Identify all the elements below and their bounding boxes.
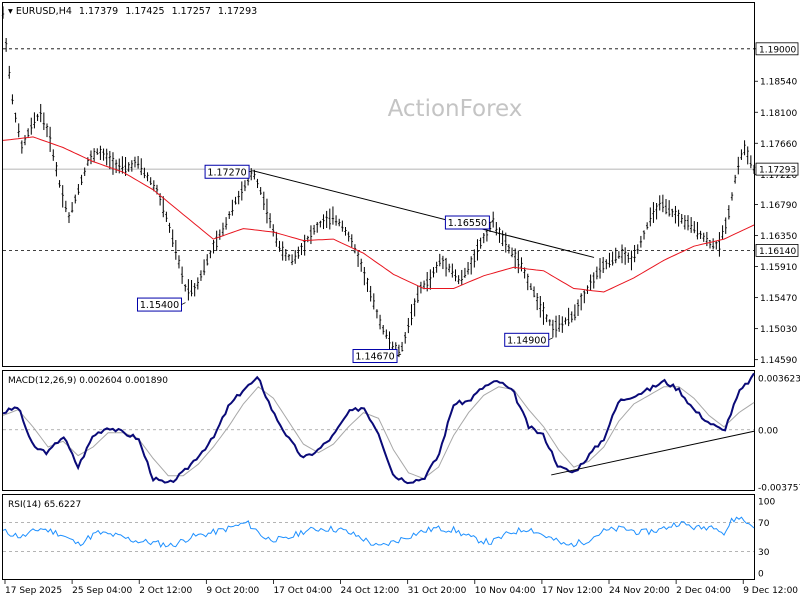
macd-panel-frame (2, 370, 755, 491)
level-price-tag (755, 42, 799, 56)
annotation-connector (489, 221, 494, 223)
current-price-label: 1.17293 (759, 166, 796, 176)
current-price-tag (755, 162, 799, 176)
macd-trendline (551, 430, 755, 476)
header-high: 1.17425 (125, 6, 164, 17)
time-tick-label: 24 Nov 20:00 (609, 586, 670, 596)
price-tick-label: 1.15030 (760, 325, 797, 335)
price-tick-label: 1.15470 (760, 294, 797, 304)
level-price-label: 1.19000 (759, 45, 796, 55)
time-tick-label: 9 Dec 12:00 (743, 586, 798, 596)
level-price-label: 1.16140 (759, 247, 796, 257)
price-tick-label: 1.17660 (760, 140, 797, 150)
time-tick-label: 24 Oct 12:00 (341, 586, 400, 596)
price-tick-label: 1.18100 (760, 109, 797, 119)
price-tick-label: 1.15910 (760, 263, 797, 273)
time-tick-label: 10 Nov 04:00 (475, 586, 536, 596)
price-tick-label: 1.14590 (760, 356, 797, 366)
rsi-tick-label: 0 (758, 570, 764, 580)
time-axis: 17 Sep 2025 25 Sep 04:00 2 Oct 12:00 9 Oct … (4, 579, 798, 596)
moving-average-line (2, 136, 755, 293)
annotation-label: 1.17270 (207, 167, 246, 178)
rsi-tick-label: 30 (758, 548, 770, 558)
macd-tick-label: -0.003757 (758, 484, 800, 494)
rsi-line (2, 516, 755, 548)
annotation-label: 1.15400 (140, 300, 179, 311)
watermark: ActionForex (388, 96, 523, 122)
price-tick-label: 1.16790 (760, 201, 797, 211)
time-tick-label: 9 Oct 20:00 (206, 586, 259, 596)
rsi-title: RSI(14) 65.6227 (8, 500, 81, 510)
time-tick-label: 2 Dec 04:00 (676, 586, 731, 596)
price-tick-label: 1.16350 (760, 232, 797, 242)
price-layer: 1.17270 1.15400 1.14670 1.16550 1.14900 (1, 6, 756, 364)
rsi-axis: 100 70 30 0 (758, 498, 775, 580)
header-dropdown-icon: ▾ (8, 6, 13, 17)
annotation-connector (396, 353, 402, 357)
rsi-panel-frame (2, 494, 755, 580)
annotation-label: 1.14900 (507, 335, 546, 346)
annotation-label: 1.14670 (355, 352, 394, 363)
chart-header: ▾ EURUSD,H4 1.17379 1.17425 1.17257 1.17… (8, 6, 257, 17)
time-tick-label: 17 Nov 12:00 (542, 586, 603, 596)
trendline (252, 170, 595, 258)
rsi-tick-label: 70 (758, 519, 770, 529)
macd-signal-line (2, 386, 755, 480)
macd-tick-label: 0.003623 (758, 375, 800, 385)
time-tick-label: 25 Sep 04:00 (72, 586, 132, 596)
time-tick-label: 17 Oct 04:00 (273, 586, 332, 596)
header-symbol: EURUSD,H4 (16, 6, 72, 17)
macd-layer (2, 372, 755, 485)
time-tick-label: 17 Sep 2025 (5, 586, 62, 596)
header-close: 1.17293 (218, 6, 257, 17)
rsi-layer (2, 516, 755, 552)
annotation-connector (548, 337, 553, 341)
level-price-tag (755, 244, 799, 257)
macd-main-line (2, 372, 755, 485)
header-low: 1.17257 (172, 6, 211, 17)
macd-tick-label: 0.00 (758, 426, 778, 436)
annotation-label: 1.16550 (448, 218, 487, 229)
time-tick-label: 2 Oct 12:00 (139, 586, 192, 596)
annotation-connector (181, 302, 186, 305)
macd-axis: 0.003623 0.00 -0.003757 (758, 375, 800, 494)
price-tick-label: 1.17220 (760, 171, 797, 181)
macd-title: MACD(12,26,9) 0.002604 0.001890 (8, 376, 168, 386)
rsi-tick-label: 100 (758, 498, 775, 508)
header-open: 1.17379 (79, 6, 118, 17)
price-axis: 1.19000 1.18540 1.18100 1.17660 1.17220 1.167… (754, 42, 799, 366)
price-panel-frame (2, 2, 755, 367)
annotation-connector (248, 170, 254, 173)
price-tick-label: 1.18540 (760, 78, 797, 88)
time-tick-label: 31 Oct 20:00 (408, 586, 467, 596)
